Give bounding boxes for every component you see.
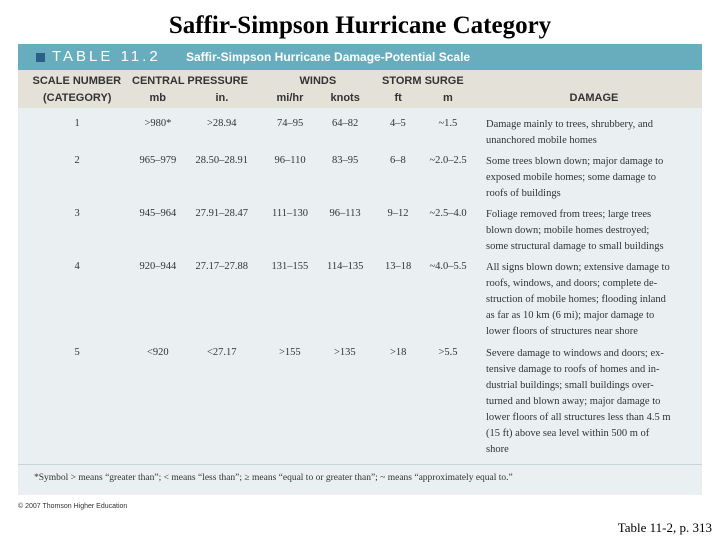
table-cell: 2 [74,155,80,166]
group-header: STORM SURGE [382,75,464,87]
table-cell: ~1.5 [438,118,458,129]
table-cell: 74–95 [277,118,304,129]
column-header: ft [394,92,402,104]
table-cell: 4–5 [390,118,406,129]
copyright: © 2007 Thomson Higher Education [18,503,128,510]
damage-text: lower floors of all structures less than… [486,412,671,423]
group-header: WINDS [299,75,337,87]
damage-text: turned and blown away; major damage to [486,396,661,407]
table-cell: 920–944 [139,261,177,272]
table-cell: 96–110 [274,155,306,166]
table-cell: >5.5 [438,347,458,358]
column-header: mi/hr [276,92,304,104]
damage-text: Severe damage to windows and doors; ex- [486,348,664,359]
table-cell: 28.50–28.91 [195,155,249,166]
column-header: mb [149,92,167,104]
damage-text: lower floors of structures near shore [486,326,638,337]
table-title-bar: TABLE 11.2 Saffir-Simpson Hurricane Dama… [18,44,702,70]
table-cell: 5 [74,347,80,358]
damage-text: unanchored mobile homes [486,135,597,146]
bullet-icon [36,53,45,62]
table-cell: 9–12 [387,208,409,219]
table-title: Saffir-Simpson Hurricane Damage-Potentia… [186,50,471,64]
damage-text: some structural damage to small building… [486,241,664,252]
damage-text: struction of mobile homes; flooding inla… [486,294,666,305]
damage-text: roofs, windows, and doors; complete de- [486,278,658,289]
column-header: in. [215,92,229,104]
table-cell: 96–113 [329,208,361,219]
table-cell: 111–130 [272,208,308,219]
table-cell: 27.17–27.88 [195,261,249,272]
table-cell: <27.17 [207,347,237,358]
table-body [18,108,702,464]
table-cell: >28.94 [207,118,237,129]
table-cell: ~2.0–2.5 [429,155,467,166]
footnote: *Symbol > means “greater than”; < means … [34,473,513,483]
table-cell: 4 [74,261,80,272]
group-header: CENTRAL PRESSURE [132,75,248,87]
damage-text: Damage mainly to trees, shrubbery, and [486,119,653,130]
damage-text: roofs of buildings [486,188,561,199]
table-cell: 27.91–28.47 [195,208,249,219]
table-label: TABLE 11.2 [52,48,161,65]
table-cell: 131–155 [271,261,309,272]
damage-text: exposed mobile homes; some damage to [486,172,657,183]
column-header: DAMAGE [569,92,619,104]
damage-text: All signs blown down; extensive damage t… [486,262,670,273]
table-cell: 13–18 [385,261,412,272]
column-header: knots [330,92,360,104]
damage-text: dustrial buildings; small buildings over… [486,380,654,391]
column-header: m [443,92,453,104]
group-header: SCALE NUMBER [32,75,122,87]
table-cell: >18 [390,347,407,358]
slide-title: Saffir-Simpson Hurricane Category [168,12,552,39]
damage-text: Foliage removed from trees; large trees [486,209,652,220]
damage-text: Some trees blown down; major damage to [486,156,664,167]
damage-text: tensive damage to roofs of homes and in- [486,364,660,375]
caption: Table 11-2, p. 313 [617,520,712,535]
footnote-band: *Symbol > means “greater than”; < means … [18,464,702,495]
damage-text: (15 ft) above sea level within 500 m of [486,428,650,439]
table-cell: 114–135 [327,261,364,272]
table-cell: >980* [144,118,172,129]
damage-text: as far as 10 km (6 mi); major damage to [486,310,655,321]
table-cell: <920 [147,347,169,358]
header-band [18,70,702,108]
table-cell: >155 [279,347,301,358]
column-header: (CATEGORY) [43,92,112,104]
table-cell: ~4.0–5.5 [429,261,467,272]
damage-text: shore [486,444,509,455]
table-cell: 965–979 [139,155,177,166]
table-cell: 1 [74,118,80,129]
table-cell: 83–95 [332,155,359,166]
damage-text: blown down; mobile homes destroyed; [486,225,650,236]
table-cell: 945–964 [139,208,177,219]
table-cell: ~2.5–4.0 [429,208,467,219]
table-cell: >135 [334,347,356,358]
table-cell: 3 [74,208,80,219]
table-cell: 6–8 [390,155,406,166]
table-cell: 64–82 [332,118,359,129]
